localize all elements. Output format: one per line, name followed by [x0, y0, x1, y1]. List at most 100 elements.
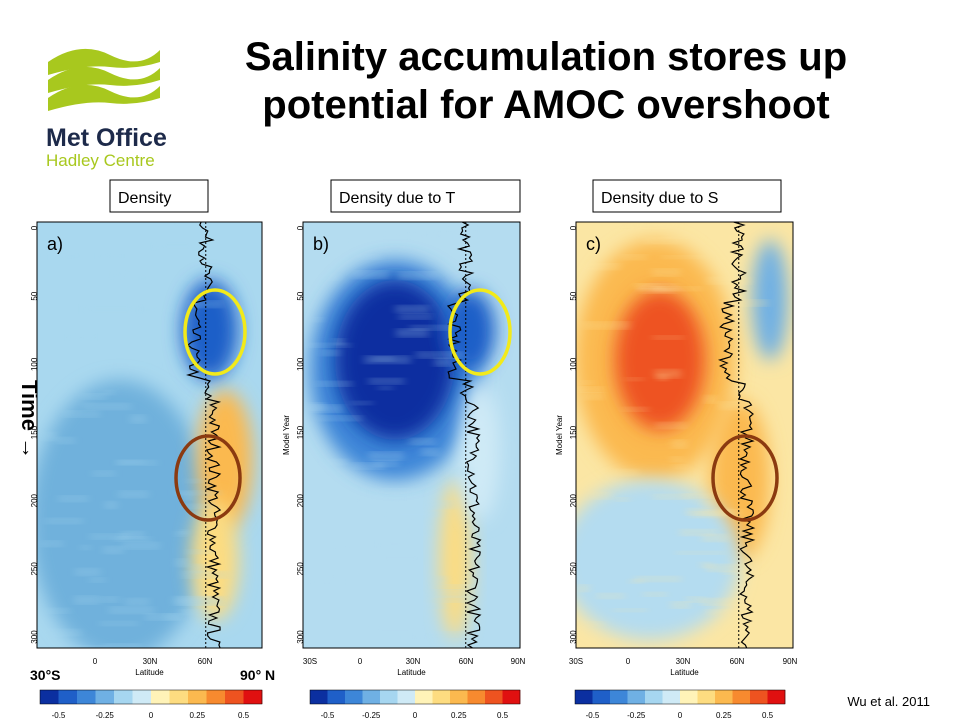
heatmap-streak	[389, 492, 407, 496]
colorbar-cell	[40, 690, 59, 704]
colorbar-cell	[188, 690, 207, 704]
heatmap-streak	[45, 519, 83, 523]
heatmap-streak	[661, 256, 709, 259]
logo: Met Office Hadley Centre	[46, 48, 167, 170]
heatmap-streak	[374, 490, 417, 495]
frame	[302, 221, 521, 649]
heatmap-streak	[435, 597, 473, 602]
heatmap-streak	[175, 560, 190, 566]
heatmap-streak	[434, 231, 471, 237]
colorbar-cell	[592, 690, 611, 704]
x-axis-label: Latitude	[135, 668, 164, 677]
colorbar-cell	[627, 690, 646, 704]
heatmap-streak	[58, 496, 89, 501]
heatmap-streak	[116, 461, 158, 465]
heatmap-streak	[99, 622, 138, 626]
heatmap-streak	[54, 256, 68, 259]
heatmap-streak	[372, 461, 399, 466]
x-tick-label: 30N	[143, 657, 158, 666]
colorbar-cell	[732, 690, 751, 704]
colorbar-tick: 0	[678, 711, 683, 720]
heatmap-blob	[615, 290, 705, 430]
colorbar-cell	[114, 690, 133, 704]
citation: Wu et al. 2011	[847, 694, 930, 709]
heatmap-streak	[122, 543, 160, 548]
colorbar-cell	[243, 690, 263, 704]
heatmap-streak	[182, 505, 214, 508]
heatmap-streak	[420, 449, 439, 455]
heatmap-streak	[42, 434, 57, 439]
heatmap	[576, 222, 793, 648]
heatmap-streak	[420, 633, 469, 638]
heatmap-streak	[333, 340, 345, 344]
frame	[575, 221, 794, 649]
heatmap-streak	[652, 270, 680, 275]
heatmap-streak	[185, 479, 204, 483]
heatmap-streak	[424, 479, 442, 482]
heatmap-streak	[398, 315, 432, 319]
heatmap-streak	[75, 569, 101, 575]
heatmap-streak	[577, 387, 604, 392]
heatmap-streak	[426, 502, 456, 507]
heatmap-streak	[686, 597, 705, 601]
heatmap-streak	[172, 598, 223, 604]
heatmap-streak	[582, 394, 604, 399]
heatmap-streak	[672, 465, 688, 468]
heatmap-streak	[185, 550, 216, 554]
heatmap-streak	[690, 513, 730, 517]
heatmap-streak	[723, 301, 769, 305]
colorbar-cell	[345, 690, 363, 704]
heatmap-streak	[721, 571, 767, 574]
heatmap-streak	[92, 472, 116, 476]
heatmap-streak	[41, 541, 64, 546]
y-tick-label: 250	[569, 562, 578, 576]
heatmap-streak	[307, 344, 351, 347]
heatmap-streak	[408, 635, 430, 640]
heatmap-streak	[449, 469, 472, 475]
y-tick-label: 150	[569, 425, 578, 439]
heatmap-streak	[45, 609, 71, 613]
colorbar-cell	[206, 690, 226, 704]
heatmap-streak	[705, 610, 746, 614]
highlight-ellipse	[448, 288, 512, 376]
heatmap-streak	[72, 335, 91, 340]
y-tick-label: 200	[30, 493, 39, 507]
heatmap-streak	[643, 238, 681, 243]
heatmap-streak	[706, 278, 751, 283]
heatmap-streak	[368, 379, 405, 383]
y-tick-label: 100	[30, 357, 39, 371]
heatmap-streak	[682, 494, 717, 498]
heatmap-streak	[699, 510, 744, 515]
y-tick-label: 150	[296, 425, 305, 439]
logo-name: Met Office	[46, 124, 167, 152]
heatmap-streak	[606, 639, 618, 643]
heatmap-streak	[412, 604, 445, 608]
heatmap-streak	[434, 360, 451, 365]
heatmap-streak	[453, 226, 473, 231]
heatmap-streak	[377, 556, 423, 561]
highlight-ellipse	[174, 434, 242, 522]
y-tick-label: 0	[30, 225, 39, 230]
heatmap-streak	[706, 565, 743, 571]
colorbar-tick: 0	[413, 711, 418, 720]
heatmap-streak	[652, 495, 692, 499]
y-tick-label: 100	[296, 357, 305, 371]
heatmap-streak	[612, 470, 639, 475]
y-tick-label: 200	[296, 493, 305, 507]
heatmap-streak	[178, 530, 190, 533]
heatmap-streak	[333, 487, 353, 491]
heatmap-streak	[579, 264, 621, 269]
heatmap-streak	[396, 330, 429, 336]
heatmap-streak	[409, 439, 435, 444]
colorbar-tick: 0.5	[497, 711, 509, 720]
colorbar-cell	[715, 690, 733, 704]
heatmap-streak	[71, 646, 107, 648]
panel-letter: a)	[47, 234, 63, 254]
heatmap-streak	[309, 575, 329, 578]
colorbar-frame	[309, 689, 521, 705]
panel-heading-box	[592, 179, 782, 213]
colorbar-cell	[327, 690, 346, 704]
x-tick-label: 0	[626, 657, 631, 666]
heatmap-streak	[114, 537, 152, 541]
